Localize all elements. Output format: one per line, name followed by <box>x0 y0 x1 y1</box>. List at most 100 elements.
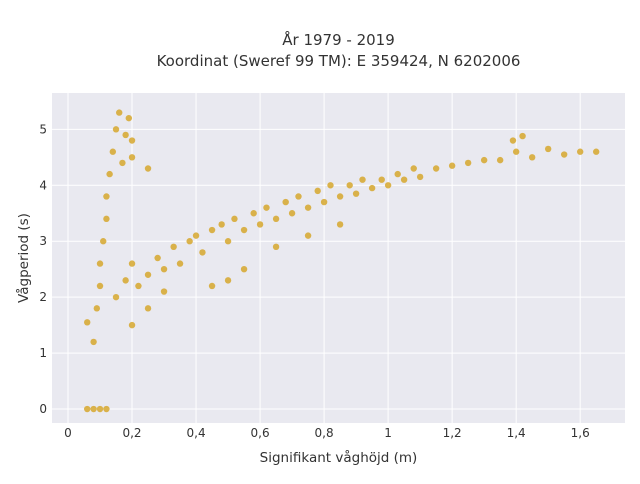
data-point <box>400 176 408 183</box>
data-point <box>576 148 584 155</box>
data-point <box>128 137 136 144</box>
data-point <box>170 243 177 251</box>
data-point <box>160 288 168 295</box>
data-point <box>272 215 280 223</box>
data-point <box>109 148 117 155</box>
data-point <box>519 132 526 140</box>
data-point <box>103 405 110 413</box>
x-tick-label: 1 <box>384 426 392 440</box>
x-tick-label: 1,6 <box>571 426 590 440</box>
data-point <box>359 176 366 183</box>
data-point <box>231 215 238 223</box>
data-point <box>352 190 360 197</box>
data-point <box>84 319 91 326</box>
data-point <box>199 249 206 256</box>
data-point <box>560 151 568 158</box>
data-point <box>128 260 136 267</box>
data-point <box>103 215 110 223</box>
data-point <box>224 277 232 284</box>
data-point <box>93 305 101 312</box>
data-point <box>592 148 600 155</box>
data-point <box>509 137 517 144</box>
data-point <box>250 210 257 217</box>
data-point <box>224 238 232 245</box>
y-axis-label: Vågperiod (s) <box>15 213 32 303</box>
data-points <box>84 109 600 413</box>
x-tick-label: 0,6 <box>251 426 270 440</box>
data-point <box>240 265 248 273</box>
data-point <box>480 156 488 164</box>
data-point <box>103 193 110 200</box>
data-point <box>320 198 328 206</box>
chart-title: År 1979 - 2019 <box>282 30 395 49</box>
data-point <box>96 282 104 290</box>
y-tick-label: 4 <box>39 178 47 192</box>
data-point <box>432 165 440 172</box>
data-point <box>112 126 120 133</box>
data-point <box>304 204 312 211</box>
data-point <box>218 221 225 228</box>
data-point <box>112 293 120 301</box>
data-point <box>240 226 248 234</box>
data-point <box>100 238 107 245</box>
data-point <box>448 162 456 169</box>
data-point <box>496 156 504 164</box>
data-point <box>295 193 302 200</box>
data-point <box>160 265 168 273</box>
data-point <box>304 232 312 239</box>
data-point <box>512 148 520 155</box>
data-point <box>122 131 129 139</box>
data-point <box>544 145 552 153</box>
x-axis-label: Signifikant våghöjd (m) <box>260 449 418 466</box>
data-point <box>125 114 133 122</box>
tick-labels: 0 0,2 0,4 0,6 0,8 1 1,2 1,4 1,6 0 1 2 3 4 5 <box>39 122 589 440</box>
data-point <box>186 238 193 245</box>
data-point <box>384 182 392 189</box>
data-point <box>464 159 472 167</box>
data-point <box>144 305 152 312</box>
data-point <box>84 405 91 413</box>
data-point <box>128 321 136 329</box>
data-point <box>106 170 113 178</box>
data-point <box>288 210 296 217</box>
data-point <box>410 165 417 172</box>
data-point <box>327 182 334 189</box>
data-point <box>128 154 136 161</box>
data-point <box>144 271 152 278</box>
data-point <box>528 154 536 161</box>
data-point <box>378 176 385 183</box>
x-tick-label: 0,2 <box>122 426 141 440</box>
y-tick-label: 1 <box>39 346 47 360</box>
data-point <box>263 204 270 211</box>
data-point <box>90 338 97 346</box>
data-point <box>336 221 344 228</box>
x-tick-label: 0,4 <box>187 426 206 440</box>
y-tick-label: 3 <box>39 234 47 248</box>
data-point <box>336 193 344 200</box>
data-point <box>116 109 123 116</box>
y-tick-label: 5 <box>39 122 47 136</box>
data-point <box>192 232 200 239</box>
data-point <box>208 282 216 290</box>
data-point <box>272 243 280 251</box>
grid-lines <box>52 93 625 423</box>
x-tick-label: 0 <box>64 426 72 440</box>
x-tick-label: 1,4 <box>507 426 526 440</box>
data-point <box>394 170 401 178</box>
x-tick-label: 0,8 <box>315 426 334 440</box>
data-point <box>314 187 321 195</box>
data-point <box>282 198 289 206</box>
data-point <box>368 184 376 192</box>
plot-background <box>52 93 625 423</box>
data-point <box>135 282 142 290</box>
data-point <box>90 405 97 413</box>
data-point <box>154 254 161 262</box>
data-point <box>416 173 424 181</box>
x-tick-label: 1,2 <box>443 426 462 440</box>
data-point <box>346 182 353 189</box>
data-point <box>176 260 184 267</box>
data-point <box>96 405 104 413</box>
chart-subtitle: Koordinat (Sweref 99 TM): E 359424, N 62… <box>157 52 521 70</box>
